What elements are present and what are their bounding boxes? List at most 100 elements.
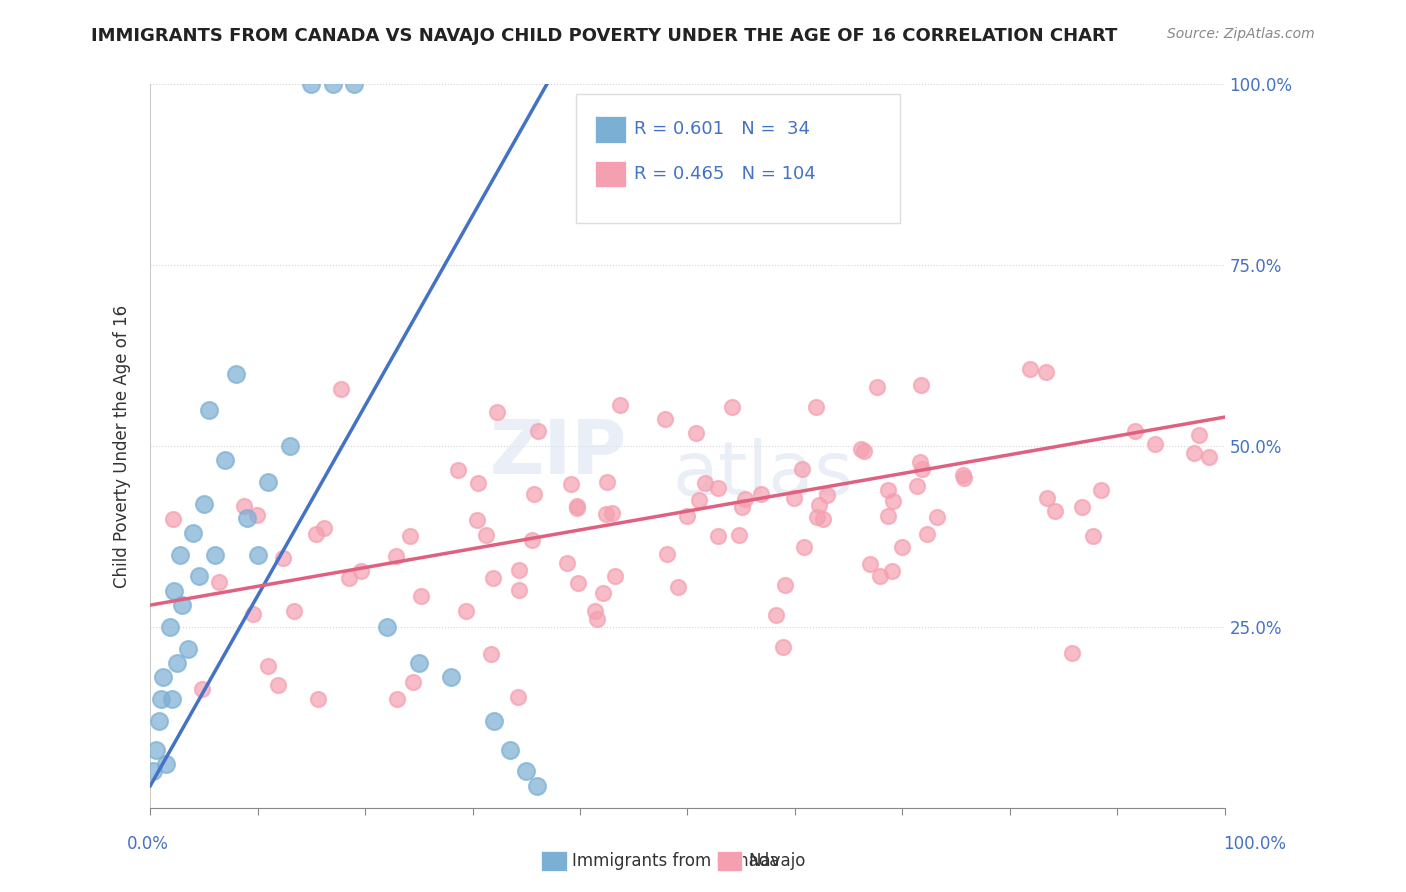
Text: 0.0%: 0.0% xyxy=(127,835,169,853)
Point xyxy=(479,647,502,661)
Point xyxy=(806,509,828,524)
Point xyxy=(155,757,177,772)
Point xyxy=(475,528,498,542)
Point xyxy=(142,764,165,779)
Point xyxy=(236,511,259,525)
Point xyxy=(1198,450,1220,465)
Point xyxy=(375,620,398,634)
Point xyxy=(813,512,835,526)
Point xyxy=(267,678,290,692)
Point xyxy=(925,510,948,524)
Point xyxy=(149,692,172,706)
Point xyxy=(257,475,280,490)
Point xyxy=(482,571,505,585)
Point xyxy=(792,461,814,475)
Point xyxy=(731,500,754,514)
Point xyxy=(675,509,697,524)
Point xyxy=(169,548,191,562)
Point xyxy=(869,569,891,583)
Point xyxy=(905,479,928,493)
Point xyxy=(953,471,976,485)
Text: Source: ZipAtlas.com: Source: ZipAtlas.com xyxy=(1167,27,1315,41)
Point xyxy=(852,444,875,458)
Point xyxy=(515,764,537,779)
Point xyxy=(523,487,546,501)
Point xyxy=(910,377,932,392)
Point xyxy=(849,442,872,456)
Point xyxy=(508,690,530,704)
Point xyxy=(225,367,247,381)
Point xyxy=(232,499,254,513)
Point xyxy=(337,570,360,584)
Text: ZIP: ZIP xyxy=(489,417,627,490)
Point xyxy=(486,405,509,419)
Point xyxy=(908,455,931,469)
Point xyxy=(772,640,794,654)
Point xyxy=(808,498,831,512)
Point xyxy=(560,477,582,491)
Point xyxy=(1071,500,1094,514)
Point xyxy=(1043,504,1066,518)
Text: Navajo: Navajo xyxy=(748,852,806,870)
Point xyxy=(1081,529,1104,543)
Point xyxy=(145,743,167,757)
Text: Immigrants from Canada: Immigrants from Canada xyxy=(572,852,779,870)
Point xyxy=(911,461,934,475)
Point xyxy=(707,481,730,495)
Point xyxy=(409,589,432,603)
Point xyxy=(567,575,589,590)
Point xyxy=(190,682,212,697)
Point xyxy=(1182,446,1205,460)
Point xyxy=(399,529,422,543)
Point xyxy=(793,540,815,554)
Point xyxy=(565,500,588,515)
Point xyxy=(1062,647,1084,661)
Point xyxy=(880,564,903,578)
Point xyxy=(499,743,522,757)
Y-axis label: Child Poverty Under the Age of 16: Child Poverty Under the Age of 16 xyxy=(114,304,131,588)
Point xyxy=(322,78,344,92)
Point xyxy=(596,475,619,490)
Point xyxy=(408,656,430,670)
Point xyxy=(304,527,326,541)
Point xyxy=(1123,424,1146,438)
Point xyxy=(177,641,200,656)
Point xyxy=(246,548,269,562)
Point xyxy=(246,508,269,522)
Point xyxy=(592,585,614,599)
Point xyxy=(866,380,889,394)
Point xyxy=(350,565,373,579)
Point xyxy=(890,541,912,555)
Point xyxy=(1188,428,1211,442)
Point xyxy=(600,507,623,521)
Point xyxy=(278,439,301,453)
Point xyxy=(482,714,505,728)
Point xyxy=(526,779,548,793)
Point xyxy=(343,78,366,92)
Point xyxy=(166,656,188,670)
Point xyxy=(952,467,974,482)
Point xyxy=(877,508,900,523)
Point xyxy=(283,604,305,618)
Point xyxy=(384,549,406,563)
Point xyxy=(256,659,278,673)
Point xyxy=(330,382,353,396)
Point xyxy=(783,491,806,505)
Point xyxy=(193,497,215,511)
Point xyxy=(859,557,882,571)
Point xyxy=(655,547,678,561)
Point xyxy=(609,398,631,412)
Point xyxy=(508,583,530,598)
Point xyxy=(773,578,796,592)
Point xyxy=(1035,365,1057,379)
Point xyxy=(751,487,773,501)
Point xyxy=(307,692,329,706)
Point xyxy=(299,78,322,92)
Point xyxy=(721,401,744,415)
Point xyxy=(685,425,707,440)
Point xyxy=(204,548,226,562)
Point xyxy=(1019,362,1042,376)
Text: 100.0%: 100.0% xyxy=(1223,835,1286,853)
Point xyxy=(402,675,425,690)
Point xyxy=(456,605,478,619)
